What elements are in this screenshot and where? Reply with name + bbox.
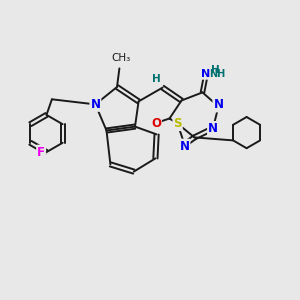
Text: N: N (90, 98, 100, 111)
Text: N: N (202, 69, 211, 79)
Text: S: S (173, 117, 182, 130)
Text: N: N (179, 140, 190, 153)
Text: F: F (37, 146, 45, 159)
Text: H: H (211, 65, 220, 75)
Text: NH: NH (209, 69, 225, 79)
Text: CH₃: CH₃ (111, 53, 130, 63)
Text: H: H (152, 74, 160, 84)
Text: N: N (213, 98, 224, 112)
Text: O: O (151, 116, 161, 130)
Text: N: N (208, 122, 218, 135)
